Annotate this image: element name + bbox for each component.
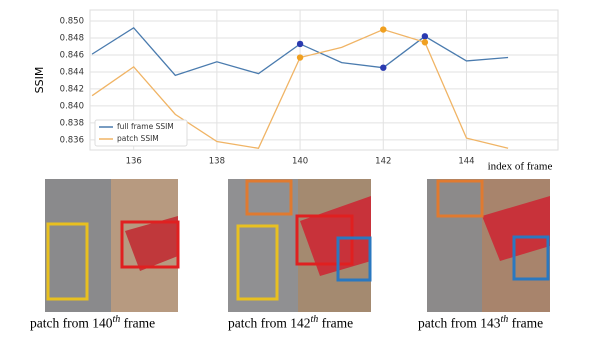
patch-image [228,179,372,312]
y-axis-label: SSIM [33,67,46,94]
patch-images [45,179,550,312]
y-tick-label: 0.840 [60,101,84,111]
y-tick-label: 0.846 [60,50,84,60]
patch-image [45,179,180,312]
caption-text: patch from [228,315,287,331]
x-tick-label: 140 [292,157,308,167]
y-tick-label: 0.850 [60,17,84,27]
x-tick-label: 144 [458,157,474,167]
frame-number: 143 [480,315,501,331]
y-tick-label: 0.842 [60,84,84,94]
highlight-point [421,33,429,40]
x-tick-label: 138 [209,157,225,167]
caption-text: patch from [418,315,477,331]
y-tick-label: 0.848 [60,34,84,44]
x-tick-label: 136 [126,157,142,167]
highlight-point [296,40,304,48]
legend-label: patch SSIM [117,134,159,143]
highlight-point [421,39,429,46]
x-axis-label: index of frame [488,161,553,173]
superscript: th [500,314,509,325]
caption-text: frame [321,315,354,331]
chart: SSIM index of frame 0.836 0.838 0.840 0.842… [33,9,559,173]
caption-text: frame [511,315,544,331]
legend [94,119,188,147]
caption: patch from 140th frame [30,314,155,332]
caption-text: frame [123,315,156,331]
superscript: th [112,314,121,325]
x-tick-label: 142 [375,157,391,167]
caption: patch from 142th frame [228,314,353,332]
caption: patch from 143th frame [418,314,543,332]
caption-text: patch from [30,315,89,331]
patch-image [427,179,550,312]
superscript: th [310,314,319,325]
frame-number: 142 [290,315,311,331]
highlight-point [380,64,387,71]
y-tick-label: 0.844 [60,67,84,77]
legend-label: full frame SSIM [117,122,174,131]
highlight-point [296,54,304,61]
highlight-point [380,26,387,33]
y-tick-label: 0.836 [60,135,84,145]
frame-number: 140 [92,315,113,331]
y-tick-label: 0.838 [60,118,84,128]
